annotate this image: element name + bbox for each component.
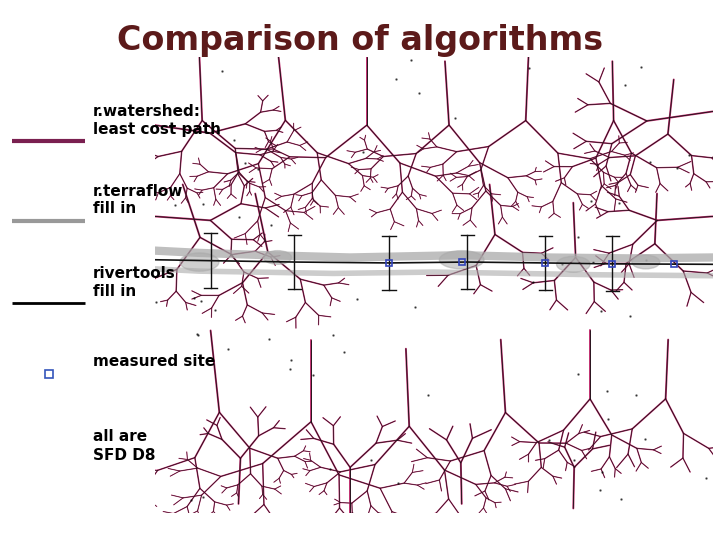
Ellipse shape	[180, 253, 219, 271]
Text: rivertools
fill in: rivertools fill in	[93, 266, 176, 299]
Ellipse shape	[557, 256, 590, 272]
Text: measured site: measured site	[93, 354, 215, 369]
Text: r.watershed:
least cost path: r.watershed: least cost path	[93, 104, 221, 137]
Ellipse shape	[632, 255, 660, 269]
Text: all are
SFD D8: all are SFD D8	[93, 429, 156, 463]
Text: r.terraflow
fill in: r.terraflow fill in	[93, 184, 184, 217]
Ellipse shape	[439, 251, 484, 269]
Ellipse shape	[264, 251, 292, 264]
Text: Comparison of algorithms: Comparison of algorithms	[117, 24, 603, 57]
